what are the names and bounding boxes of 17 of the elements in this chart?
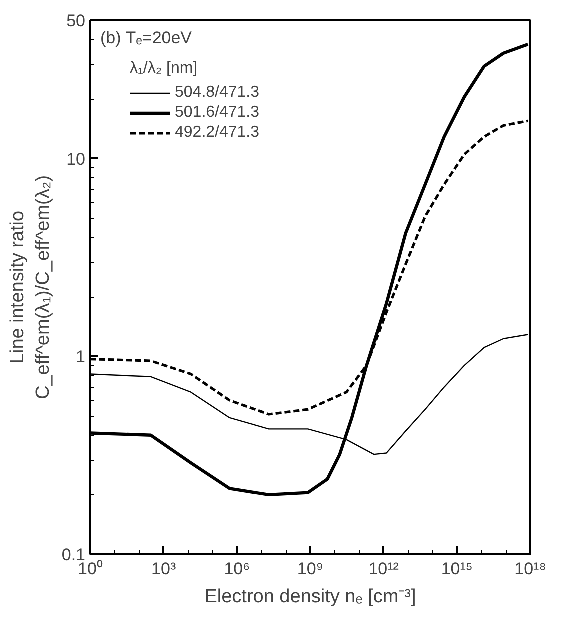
x-tick-label: 10¹⁵ [441,560,473,578]
x-tick-label: 10³ [152,560,176,578]
legend-label: 504.8/471.3 [175,84,260,102]
y-tick-label: 1 [76,348,86,367]
y-tick-label: 50 [66,12,86,30]
x-tick-label: 10¹² [368,560,400,578]
legend-label: 492.2/471.3 [175,124,260,142]
y-tick-label: 10 [66,150,86,169]
y-axis-title: Line intensity ratio C_eff^em(λ₁)/C_eff^em(λ₂) [8,175,54,400]
x-axis-title: Electron density nₑ [cm⁻³] [204,586,416,608]
x-tick-label: 10¹⁸ [514,560,546,578]
x-tick-label: 10⁶ [224,560,250,578]
legend-title: λ₁/λ₂ [nm] [130,60,199,78]
legend-label: 501.6/471.3 [175,104,260,122]
x-tick-label: 10⁹ [297,560,324,578]
x-tick-label: 10⁰ [78,560,103,578]
text: (b) Tₑ=20eV [100,28,193,48]
